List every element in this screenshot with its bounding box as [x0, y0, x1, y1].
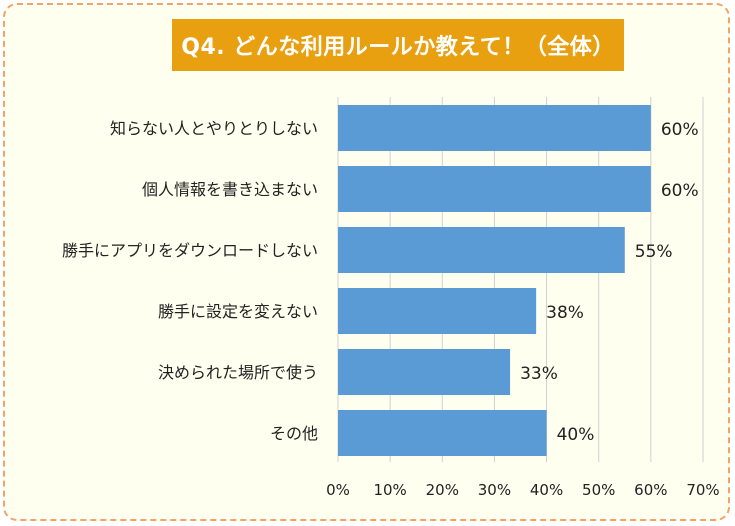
bar	[338, 166, 651, 212]
x-tick-label: 60%	[634, 481, 667, 499]
x-tick-label: 30%	[478, 481, 511, 499]
chart-title: Q4. どんな利用ルールか教えて！（全体）	[172, 19, 624, 71]
x-tick-label: 40%	[530, 481, 563, 499]
value-label: 33%	[520, 364, 558, 384]
bar	[338, 410, 547, 456]
grid-lines	[337, 97, 704, 462]
category-label: 決められた場所で使う	[158, 363, 318, 382]
bars	[338, 105, 651, 456]
value-label: 38%	[546, 303, 584, 323]
category-labels: 知らない人とやりとりしない個人情報を書き込まない勝手にアプリをダウンロードしない…	[62, 119, 318, 443]
category-label: 個人情報を書き込まない	[142, 180, 318, 199]
value-label: 60%	[661, 181, 699, 201]
value-label: 55%	[635, 242, 673, 262]
x-tick-label: 20%	[426, 481, 459, 499]
bar	[338, 349, 511, 395]
value-label: 60%	[661, 120, 699, 140]
bar	[338, 288, 537, 334]
x-axis-tick-labels: 0% 10% 20% 30% 40% 50% 60% 70%	[326, 481, 720, 499]
bar	[338, 227, 625, 273]
bar	[338, 105, 651, 151]
x-tick-label: 0%	[326, 481, 350, 499]
category-label: 勝手に設定を変えない	[158, 302, 318, 321]
x-tick-label: 10%	[373, 481, 406, 499]
value-label: 40%	[557, 425, 595, 445]
x-tick-label: 70%	[686, 481, 719, 499]
category-label: その他	[270, 424, 318, 443]
x-tick-label: 50%	[582, 481, 615, 499]
category-label: 勝手にアプリをダウンロードしない	[62, 241, 318, 260]
category-label: 知らない人とやりとりしない	[110, 119, 318, 138]
value-labels: 60% 60% 55% 38% 33% 40%	[520, 120, 699, 445]
